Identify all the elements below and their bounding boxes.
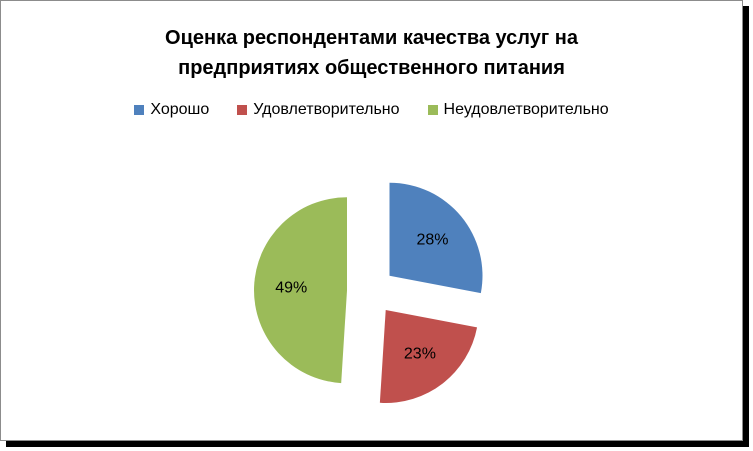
legend-item-unsatisfactory: Неудовлетворительно <box>427 101 609 119</box>
pie-slice-satisfactory <box>379 309 478 403</box>
legend-swatch-good <box>134 105 145 115</box>
pie-slice-good <box>389 182 483 294</box>
legend-swatch-unsatisfactory <box>427 105 438 115</box>
chart-area: Оценка респондентами качества услуг на п… <box>0 0 743 441</box>
chart-title-line-1: Оценка респондентами качества услуг на <box>165 27 578 49</box>
legend-item-satisfactory: Удовлетворительно <box>237 101 400 119</box>
slice-label-satisfactory: 23% <box>404 345 436 362</box>
chart-title-line-2: предприятиях общественного питания <box>178 57 565 79</box>
legend-item-good: Хорошо <box>134 101 209 119</box>
pie-chart: 28% 23% 49% <box>254 182 483 403</box>
legend-label-unsatisfactory: Неудовлетворительно <box>443 101 609 118</box>
legend-label-good: Хорошо <box>150 101 210 118</box>
slice-label-unsatisfactory: 49% <box>275 280 307 297</box>
chart-legend: Хорошо Удовлетворительно Неудовлетворите… <box>1 101 742 119</box>
pie-slice-unsatisfactory <box>254 197 348 384</box>
slice-label-good: 28% <box>416 231 448 248</box>
chart-title: Оценка респондентами качества услуг на п… <box>1 23 742 83</box>
legend-label-satisfactory: Удовлетворительно <box>253 101 400 118</box>
legend-swatch-satisfactory <box>237 105 248 115</box>
